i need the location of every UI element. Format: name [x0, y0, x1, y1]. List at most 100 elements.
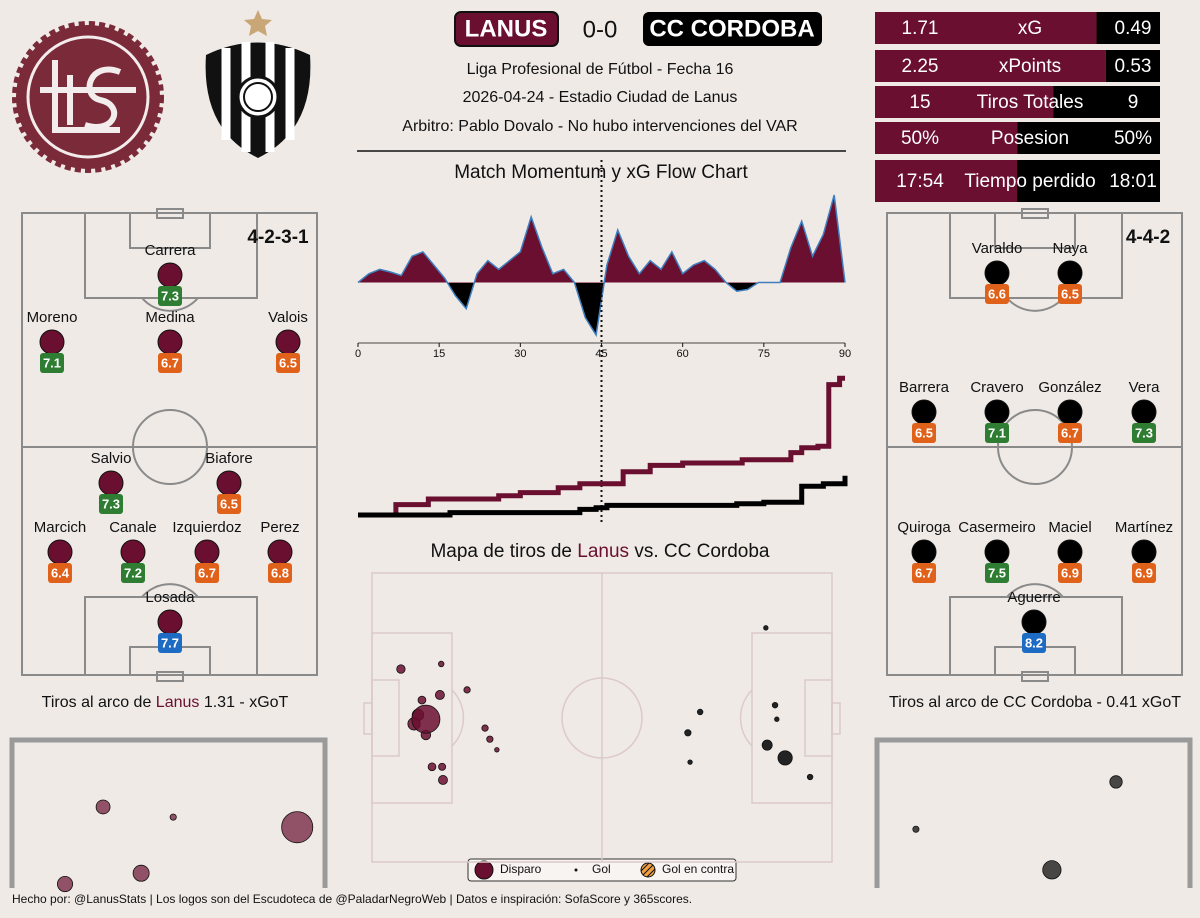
goal-frame	[9, 737, 328, 888]
player-rating: 6.5	[220, 496, 238, 511]
x-tick-label: 45	[595, 348, 607, 360]
player	[194, 539, 220, 565]
rating-box	[121, 563, 145, 583]
x-tick-label: 30	[514, 348, 526, 360]
xg-flow-line	[358, 475, 848, 518]
shot	[427, 762, 437, 772]
score: 0-0	[583, 16, 618, 43]
player-name: Izquierdoz	[172, 519, 241, 536]
x-tick-label: 60	[677, 348, 689, 360]
player-rating: 6.8	[271, 565, 289, 580]
player-rating: 6.4	[51, 565, 70, 580]
goal-frame	[874, 737, 1193, 888]
shot	[411, 704, 441, 734]
pitch-line	[141, 297, 199, 598]
pitch-line	[997, 409, 1073, 485]
pitch-line	[129, 212, 211, 249]
away-goal-title: Tiros al arco de CC Cordoba - 0.41 xGoT	[889, 694, 1181, 711]
player-rating: 7.1	[988, 425, 1006, 440]
shot	[806, 773, 814, 781]
stat-home: 50%	[901, 128, 939, 149]
stat-bar-home	[875, 50, 1106, 82]
shot	[434, 690, 445, 700]
player-name: Biafore	[205, 450, 253, 467]
player	[1131, 539, 1157, 565]
player-name: Medina	[145, 309, 195, 326]
stat-bar-away	[1017, 160, 1160, 202]
pitch-line	[561, 677, 643, 759]
player	[1057, 399, 1083, 425]
rating-box	[158, 286, 182, 306]
stat-home: 17:54	[896, 171, 944, 192]
player-name: Martínez	[1115, 519, 1173, 536]
stat-away: 0.53	[1115, 56, 1152, 77]
pitch	[886, 208, 1183, 682]
player	[98, 470, 124, 496]
title-part: Tiros al arco de CC Cordoba - 0.41 xGoT	[889, 694, 1181, 711]
legend-label: Gol	[592, 862, 611, 876]
player-name: Canale	[109, 519, 157, 536]
rating-box	[912, 563, 936, 583]
player-rating: 7.2	[124, 565, 142, 580]
stat-label: Tiros Totales	[977, 92, 1084, 113]
player-rating: 6.7	[198, 565, 216, 580]
player	[984, 260, 1010, 286]
shot	[463, 686, 471, 694]
title-part: 1.31 - xGoT	[199, 694, 288, 711]
player-name: Varaldo	[972, 240, 1023, 257]
stat-home: 15	[909, 92, 930, 113]
pitch	[21, 208, 318, 682]
away-logo	[205, 10, 311, 158]
player-rating: 6.6	[988, 286, 1006, 301]
player-rating: 6.7	[1061, 425, 1079, 440]
rating-box	[40, 353, 64, 373]
shot-on-target	[169, 813, 177, 821]
home-logo	[12, 21, 164, 173]
shot	[396, 664, 406, 674]
shot-on-target	[132, 864, 150, 882]
stat-label: Tiempo perdido	[964, 171, 1095, 192]
player-rating: 7.1	[43, 355, 61, 370]
player	[157, 329, 183, 355]
shot	[486, 735, 494, 743]
pitch-line	[156, 671, 184, 682]
formation: 4-4-2	[1126, 227, 1170, 248]
shot	[774, 716, 780, 722]
shot	[438, 660, 445, 668]
player-rating: 8.2	[1025, 635, 1043, 650]
stat-bar-home	[875, 122, 1018, 154]
shot	[687, 759, 693, 765]
shot	[777, 750, 793, 766]
shot	[696, 708, 704, 716]
shot	[481, 724, 489, 732]
rating-box	[99, 494, 123, 514]
player-name: Naya	[1052, 240, 1088, 257]
player	[216, 470, 242, 496]
away-badge	[643, 12, 822, 46]
x-tick-label: 15	[433, 348, 445, 360]
player-rating: 7.5	[988, 565, 1006, 580]
shot-on-target	[1109, 775, 1123, 789]
rating-box	[195, 563, 219, 583]
formation: 4-2-3-1	[247, 227, 309, 248]
shot	[438, 775, 448, 785]
stat-bar-away	[1053, 86, 1160, 118]
pitch-line	[1021, 208, 1049, 219]
player	[39, 329, 65, 355]
player-rating: 6.5	[1061, 286, 1079, 301]
pitch-line	[363, 702, 373, 735]
player-rating: 6.7	[915, 565, 933, 580]
title-part: vs. CC Cordoba	[629, 541, 770, 562]
x-tick-label: 75	[758, 348, 770, 360]
home-badge	[454, 11, 559, 47]
player	[1057, 539, 1083, 565]
pitch-line	[1006, 297, 1064, 598]
x-tick-label: 90	[839, 348, 851, 360]
rating-box	[48, 563, 72, 583]
player	[157, 609, 183, 635]
pitch-line	[156, 208, 184, 219]
pitch-line	[451, 689, 753, 747]
player-name: Moreno	[27, 309, 78, 326]
stat-away: 0.49	[1115, 18, 1152, 39]
